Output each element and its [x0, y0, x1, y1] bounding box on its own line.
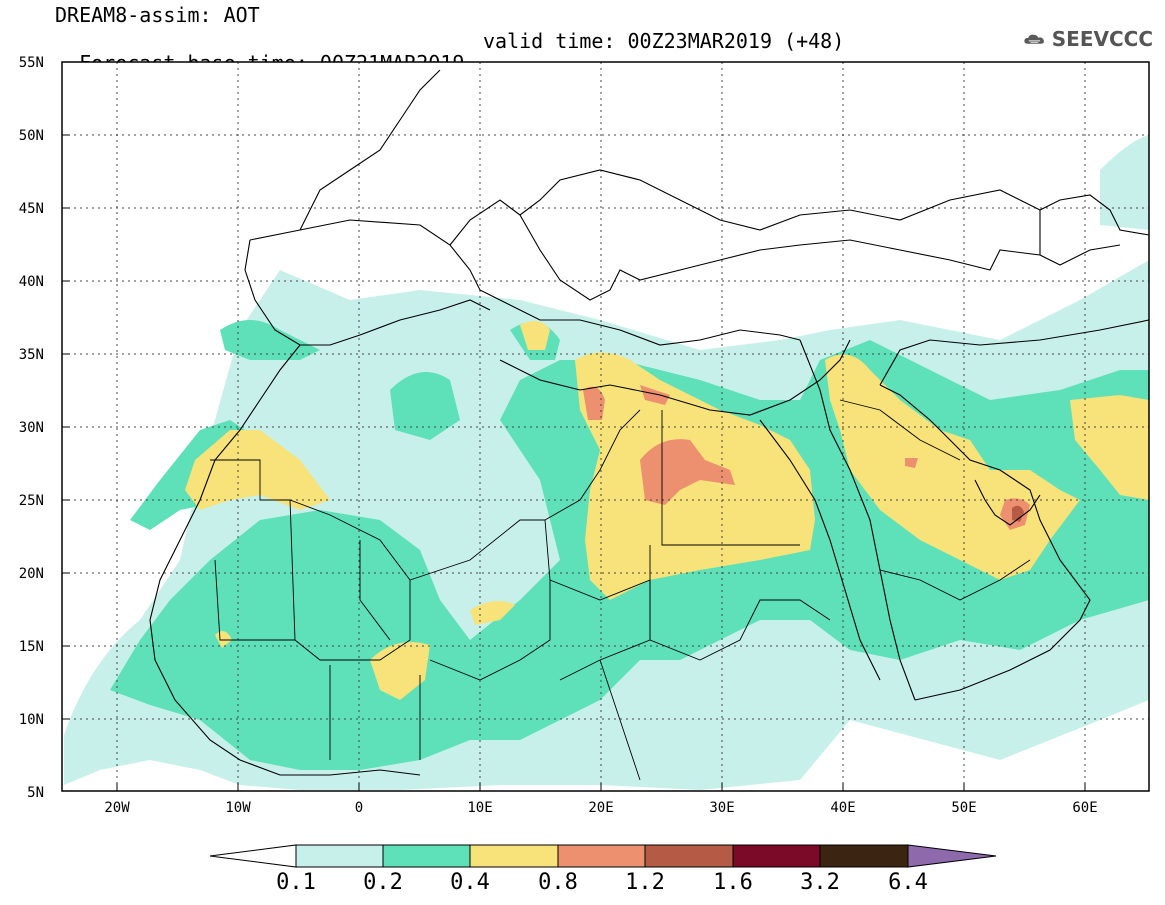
colorbar-label: 0.8 [538, 870, 578, 895]
lat-tick-label: 15N [19, 639, 44, 655]
colorbar-label: 1.6 [713, 870, 753, 895]
lon-tick-label: 50E [951, 800, 976, 816]
lat-tick-label: 35N [19, 347, 44, 363]
lon-tick-label: 20E [588, 800, 613, 816]
colorbar-label: 0.2 [363, 870, 403, 895]
graticule [62, 62, 1149, 791]
lat-tick-label: 45N [19, 201, 44, 217]
lat-tick-label: 25N [19, 493, 44, 509]
valid-time-label: valid time: 00Z23MAR2019 (+48) [483, 29, 845, 53]
lon-tick-label: 40E [830, 800, 855, 816]
lat-tick-labels: 55N 50N 45N 40N 35N 30N 25N 20N 15N 10N … [19, 55, 44, 801]
lon-tick-label: 10E [467, 800, 492, 816]
colorbar-label: 0.1 [276, 870, 316, 895]
colorbar-label: 6.4 [888, 870, 928, 895]
lon-tick-label: 0 [355, 800, 363, 816]
lon-tick-label: 20W [104, 800, 130, 816]
lat-tick-label: 20N [19, 566, 44, 582]
lat-tick-label: 55N [19, 55, 44, 71]
colorbar-label: 1.2 [625, 870, 665, 895]
lon-tick-label: 10W [225, 800, 251, 816]
colorbar-label: 0.4 [450, 870, 490, 895]
lon-tick-label: 60E [1072, 800, 1097, 816]
axis-ticks [62, 134, 1086, 791]
lat-tick-label: 10N [19, 712, 44, 728]
seevccc-logo: SEEVCCC [1023, 24, 1153, 54]
colorbar-label: 3.2 [800, 870, 840, 895]
lat-tick-label: 50N [19, 128, 44, 144]
aot-level-1.2 [1012, 505, 1024, 522]
lat-tick-label: 30N [19, 420, 44, 436]
lat-tick-label: 40N [19, 274, 44, 290]
coastlines [149, 69, 1149, 776]
country-borders [210, 399, 1031, 781]
lon-tick-labels: 20W 10W 0 10E 20E 30E 40E 50E 60E [104, 800, 1097, 816]
logo-text: SEEVCCC [1051, 27, 1153, 51]
chart-title: DREAM8-assim: AOT [55, 3, 260, 27]
lon-tick-label: 30E [709, 800, 734, 816]
cloud-icon [1024, 34, 1044, 44]
lat-tick-label: 5N [27, 785, 44, 801]
